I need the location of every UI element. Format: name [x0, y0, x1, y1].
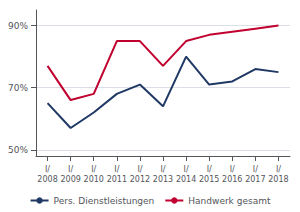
- svg-text:I/: I/: [68, 165, 73, 174]
- svg-text:I/: I/: [276, 165, 281, 174]
- svg-text:2009: 2009: [60, 175, 80, 184]
- svg-text:2013: 2013: [153, 175, 173, 184]
- svg-text:I/: I/: [230, 165, 235, 174]
- svg-text:I/: I/: [207, 165, 212, 174]
- svg-text:2011: 2011: [107, 175, 127, 184]
- svg-text:I/: I/: [137, 165, 142, 174]
- svg-text:I/: I/: [160, 165, 165, 174]
- svg-text:2010: 2010: [84, 175, 104, 184]
- svg-text:2012: 2012: [130, 175, 150, 184]
- svg-text:I/: I/: [253, 165, 258, 174]
- svg-text:2008: 2008: [37, 175, 57, 184]
- svg-text:Pers. Dienstleistungen: Pers. Dienstleistungen: [54, 196, 155, 206]
- svg-text:I/: I/: [114, 165, 119, 174]
- svg-text:2017: 2017: [245, 175, 265, 184]
- svg-text:Handwerk gesamt: Handwerk gesamt: [188, 196, 271, 206]
- svg-text:90%: 90%: [8, 21, 28, 31]
- svg-text:I/: I/: [45, 165, 50, 174]
- svg-text:2014: 2014: [176, 175, 196, 184]
- svg-text:2018: 2018: [268, 175, 288, 184]
- svg-text:I/: I/: [184, 165, 189, 174]
- svg-text:50%: 50%: [8, 145, 28, 155]
- svg-text:I/: I/: [91, 165, 96, 174]
- svg-text:70%: 70%: [8, 83, 28, 93]
- svg-text:2016: 2016: [222, 175, 242, 184]
- svg-text:2015: 2015: [199, 175, 219, 184]
